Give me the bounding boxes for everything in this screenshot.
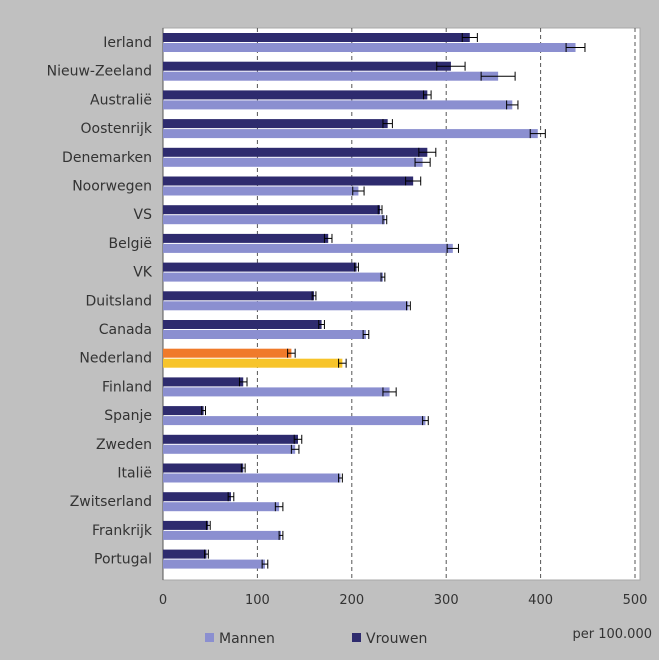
category-label: Nederland bbox=[79, 351, 152, 367]
bar-mannen bbox=[163, 301, 409, 311]
category-label: Duitsland bbox=[85, 293, 152, 309]
category-label: Noorwegen bbox=[72, 179, 152, 195]
legend-swatch-mannen bbox=[205, 633, 214, 642]
bar-mannen bbox=[163, 502, 280, 512]
x-tick-label: 400 bbox=[528, 593, 553, 608]
category-label: Ierland bbox=[103, 35, 152, 51]
bar-vrouwen bbox=[163, 320, 322, 329]
legend-label-mannen: Mannen bbox=[219, 631, 275, 647]
bar-mannen bbox=[163, 358, 343, 368]
bar-vrouwen bbox=[163, 406, 204, 416]
category-label: Frankrijk bbox=[92, 523, 153, 539]
x-tick-label: 100 bbox=[245, 593, 270, 608]
category-label: VS bbox=[134, 207, 153, 223]
bar-mannen bbox=[163, 43, 576, 52]
bar-mannen bbox=[163, 186, 359, 196]
category-label: Finland bbox=[102, 379, 152, 395]
category-label: Zwitserland bbox=[70, 494, 152, 510]
bar-vrouwen bbox=[163, 90, 428, 100]
bar-vrouwen bbox=[163, 434, 298, 444]
bar-vrouwen bbox=[163, 377, 244, 387]
category-label: Canada bbox=[99, 322, 152, 338]
bar-mannen bbox=[163, 215, 385, 225]
bar-mannen bbox=[163, 473, 341, 483]
legend-label-vrouwen: Vrouwen bbox=[366, 631, 427, 647]
bar-vrouwen bbox=[163, 520, 209, 530]
category-label: Portugal bbox=[94, 552, 152, 568]
bar-mannen bbox=[163, 530, 281, 540]
bar-mannen bbox=[163, 243, 453, 253]
bars bbox=[163, 33, 586, 569]
legend: Mannen Vrouwen bbox=[205, 631, 427, 647]
bar-vrouwen bbox=[163, 291, 315, 301]
bar-vrouwen bbox=[163, 119, 388, 129]
unit-label: per 100.000 bbox=[573, 627, 653, 642]
bar-vrouwen bbox=[163, 348, 292, 358]
category-label: VK bbox=[133, 265, 153, 281]
bar-vrouwen bbox=[163, 176, 414, 186]
bar-mannen bbox=[163, 444, 296, 454]
bar-vrouwen bbox=[163, 147, 428, 157]
bar-mannen bbox=[163, 387, 390, 397]
x-tick-label: 0 bbox=[159, 593, 167, 608]
bar-mannen bbox=[163, 71, 499, 81]
bar-vrouwen bbox=[163, 33, 470, 42]
bar-mannen bbox=[163, 416, 426, 426]
bar-vrouwen bbox=[163, 463, 244, 473]
bar-vrouwen bbox=[163, 549, 207, 559]
bar-mannen bbox=[163, 100, 513, 110]
bar-vrouwen bbox=[163, 492, 231, 502]
category-labels: Ierland Nieuw-Zeeland Australië Oostenrijk D… bbox=[47, 35, 153, 568]
category-label: Denemarken bbox=[62, 150, 152, 166]
category-label: Australië bbox=[90, 92, 152, 108]
legend-swatch-vrouwen bbox=[352, 633, 361, 642]
x-tick-label: 300 bbox=[434, 593, 459, 608]
bar-mannen bbox=[163, 330, 366, 339]
x-tick-label: 200 bbox=[339, 593, 364, 608]
category-label: Nieuw-Zeeland bbox=[47, 64, 152, 80]
bar-mannen bbox=[163, 129, 538, 139]
bar-mannen bbox=[163, 559, 265, 569]
bar-mannen bbox=[163, 272, 383, 282]
bar-vrouwen bbox=[163, 262, 357, 272]
bar-vrouwen bbox=[163, 205, 381, 215]
x-axis-ticks: 0 100 200 300 400 500 bbox=[159, 593, 648, 608]
category-label: België bbox=[109, 236, 153, 252]
category-label: Oostenrijk bbox=[81, 121, 153, 137]
category-label: Zweden bbox=[96, 437, 152, 453]
bar-mannen bbox=[163, 157, 423, 167]
category-label: Spanje bbox=[104, 408, 152, 424]
bar-vrouwen bbox=[163, 61, 451, 71]
category-label: Italië bbox=[117, 466, 152, 482]
x-tick-label: 500 bbox=[623, 593, 648, 608]
bar-vrouwen bbox=[163, 233, 329, 243]
